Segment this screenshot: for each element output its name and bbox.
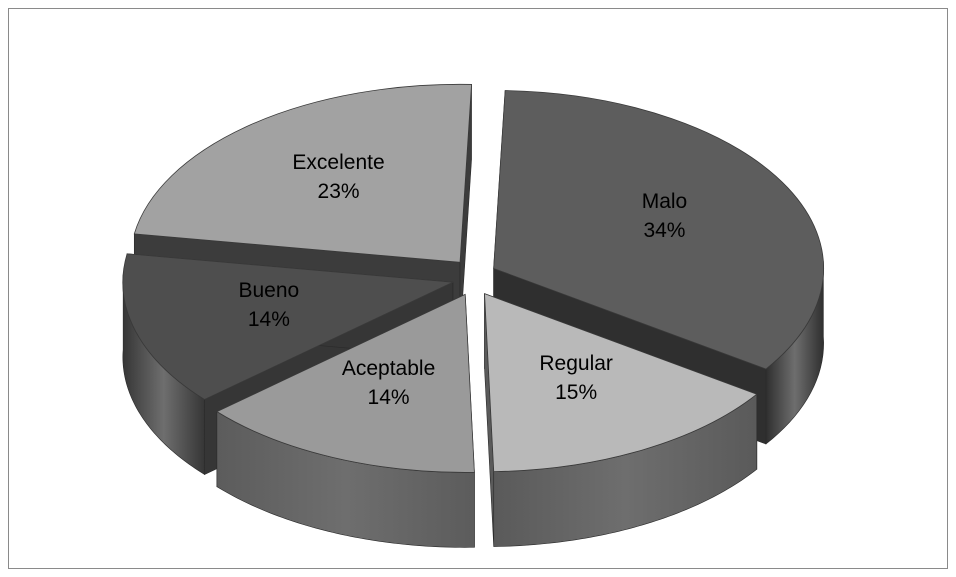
pie-slice-malo [493,90,825,370]
pie-slice-aceptable [216,293,475,473]
chart-area: Excelente 23% Malo 34% Bueno 14% Regular 15% Ace… [8,8,948,569]
pie-slice-excelente [133,83,472,263]
pie-slice-bueno [122,253,455,400]
pie-chart [122,83,825,548]
pie-slice-regular [484,293,758,473]
